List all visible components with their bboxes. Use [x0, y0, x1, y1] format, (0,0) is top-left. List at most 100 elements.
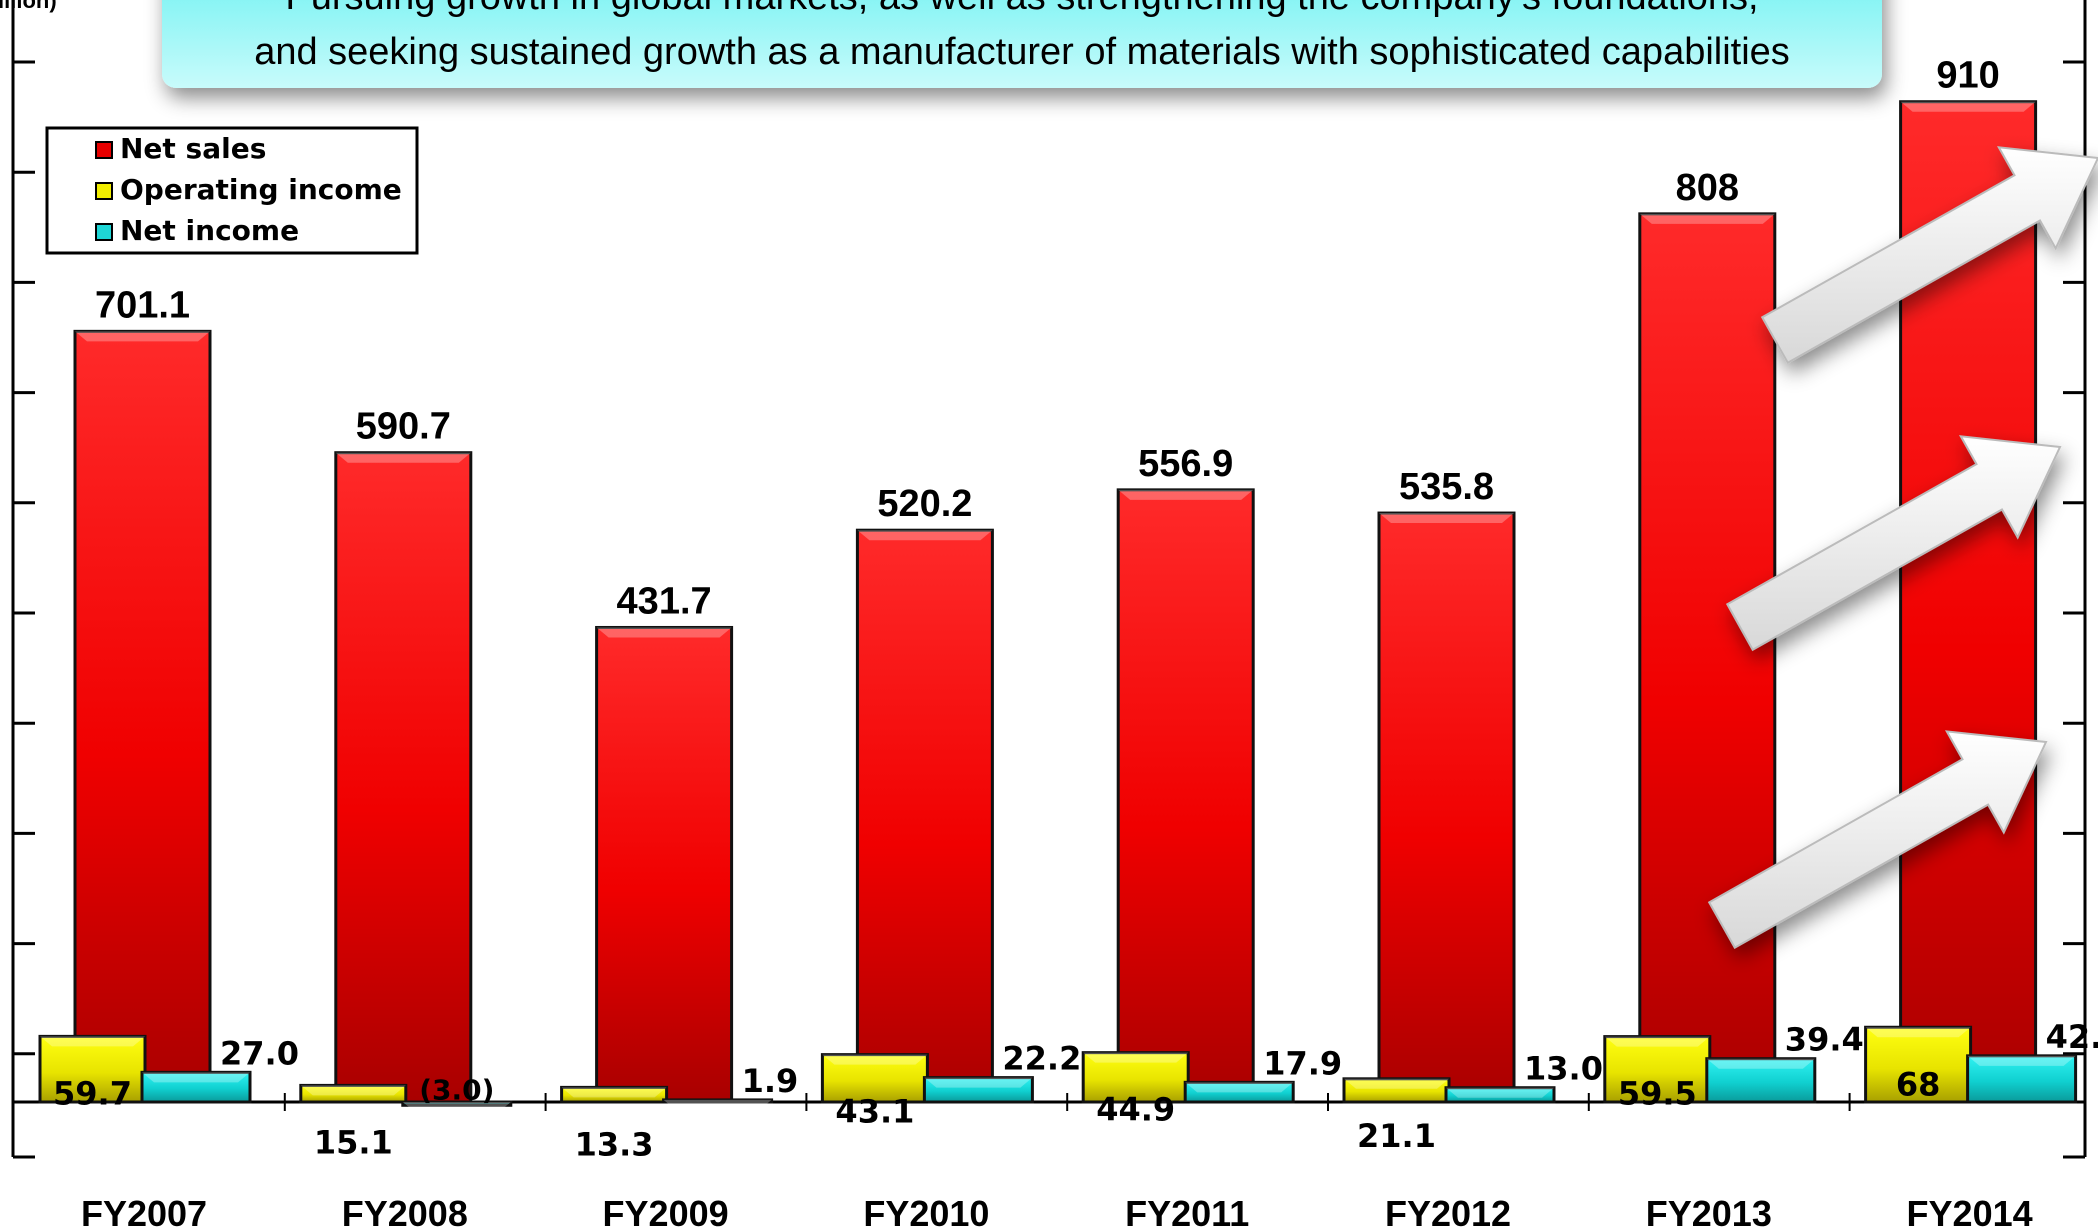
bar-operating-income-bevel — [561, 1087, 667, 1098]
label-net-income: 13.0 — [1524, 1050, 1603, 1088]
bar-net-income-body — [1183, 1080, 1295, 1104]
bar-net-income-body — [1966, 1054, 2078, 1104]
label-net-sales: 910 — [1936, 55, 1999, 97]
bar-net-income — [401, 1100, 513, 1112]
legend-label: Net sales — [120, 132, 266, 165]
bar-operating-income — [1081, 1051, 1190, 1104]
bar-net-income-bevel — [1185, 1082, 1294, 1093]
arrow-up-icon — [1725, 435, 2062, 652]
bar-net-income — [922, 1076, 1034, 1104]
bar-net-sales-bevel — [75, 331, 210, 342]
bar-net-income — [1183, 1080, 1295, 1104]
bar-net-sales — [595, 625, 734, 1104]
banner-line-1: Pursuing growth in global markets, as we… — [285, 0, 1758, 18]
bar-operating-income-bevel — [1083, 1052, 1189, 1063]
bar-operating-income — [38, 1034, 147, 1104]
bar-net-sales — [334, 451, 473, 1104]
bar-operating-income — [1603, 1035, 1712, 1104]
bar-operating-income-body — [560, 1085, 669, 1104]
category-label: FY2013 — [1646, 1193, 1772, 1232]
bar-net-sales-bevel — [1379, 513, 1514, 524]
label-net-sales: 520.2 — [877, 483, 972, 525]
label-net-sales: 590.7 — [356, 406, 451, 448]
bar-net-sales — [855, 528, 994, 1104]
bar-operating-income-body — [1081, 1051, 1190, 1104]
bar-operating-income-bevel — [1344, 1078, 1449, 1089]
label-net-income: 22.2 — [1002, 1040, 1081, 1078]
label-operating-income: 59.5 — [1618, 1075, 1697, 1113]
category-label: FY2008 — [342, 1193, 468, 1232]
label-operating-income: 59.7 — [53, 1074, 132, 1112]
label-net-sales: 556.9 — [1138, 443, 1233, 485]
bar-operating-income-bevel — [822, 1054, 928, 1065]
bar-net-income — [1705, 1057, 1817, 1104]
bar-net-income — [140, 1070, 252, 1104]
bar-operating-income-body — [820, 1053, 929, 1104]
label-net-income: 1.9 — [742, 1062, 799, 1100]
bar-net-sales-bevel — [857, 530, 993, 541]
bar-net-sales-bevel — [596, 627, 732, 638]
banner: Pursuing growth in global markets, as we… — [162, 0, 1882, 88]
legend-label: Operating income — [120, 173, 402, 206]
bar-net-sales-body — [334, 451, 473, 1104]
bar-net-income-body — [401, 1100, 513, 1107]
label-net-sales: 431.7 — [617, 580, 712, 622]
bar-operating-income — [1864, 1025, 1973, 1104]
banner-box — [162, 0, 1882, 88]
label-net-sales: 808 — [1676, 167, 1739, 209]
label-net-sales: 701.1 — [95, 284, 190, 326]
label-operating-income: 43.1 — [835, 1093, 914, 1131]
bar-net-sales — [1377, 511, 1516, 1104]
label-net-income: 39.4 — [1785, 1021, 1864, 1059]
label-net-sales: 535.8 — [1399, 466, 1494, 508]
bar-net-income-body — [922, 1076, 1034, 1104]
label-operating-income: 44.9 — [1096, 1091, 1175, 1129]
bar-net-sales-body — [1116, 488, 1255, 1104]
label-operating-income: 13.3 — [575, 1125, 654, 1163]
label-net-income: (3.0) — [419, 1073, 494, 1106]
bar-net-income-bevel — [1967, 1055, 2076, 1066]
bar-net-sales-bevel — [1900, 101, 2036, 112]
bar-net-income-bevel — [663, 1099, 772, 1110]
label-operating-income: 15.1 — [314, 1123, 393, 1161]
legend: Net sales Operating income Net income — [45, 126, 419, 255]
bar-operating-income-body — [1603, 1035, 1712, 1104]
bar-net-sales — [73, 329, 212, 1104]
arrow-up-icon — [1707, 730, 2048, 949]
category-label: FY2010 — [863, 1193, 989, 1232]
legend-swatch — [95, 141, 113, 159]
bar-net-income — [662, 1098, 774, 1110]
label-net-income: 42.0 — [2046, 1018, 2098, 1056]
label-net-income: 17.9 — [1263, 1044, 1342, 1082]
arrow-up-icon — [1760, 146, 2098, 365]
bar-operating-income — [560, 1085, 669, 1104]
bar-net-sales — [1116, 488, 1255, 1104]
category-label: FY2011 — [1125, 1193, 1249, 1232]
bar-net-income-body — [1705, 1057, 1817, 1104]
bar-operating-income-body — [1864, 1025, 1973, 1104]
bar-net-income-bevel — [402, 1102, 511, 1112]
bar-operating-income-body — [299, 1083, 408, 1104]
bar-net-sales-body — [855, 528, 994, 1104]
bar-net-income-bevel — [1446, 1087, 1554, 1098]
bar-net-sales-bevel — [1118, 489, 1254, 500]
bar-operating-income — [820, 1053, 929, 1104]
bar-net-income-bevel — [924, 1077, 1033, 1088]
label-net-income: 27.0 — [220, 1034, 299, 1072]
bar-net-income — [1444, 1086, 1556, 1104]
bar-operating-income-body — [38, 1034, 147, 1104]
bar-net-sales-body — [1638, 212, 1777, 1104]
bar-net-income-bevel — [142, 1072, 250, 1083]
unit-label: illion) — [0, 0, 57, 13]
bar-net-sales — [1638, 212, 1777, 1104]
legend-label: Net income — [120, 214, 299, 247]
bar-operating-income-bevel — [300, 1085, 406, 1096]
bar-net-income-body — [1444, 1086, 1556, 1104]
bar-net-income — [1966, 1054, 2078, 1104]
bar-net-sales-bevel — [1639, 213, 1775, 224]
banner-line-2: and seeking sustained growth as a manufa… — [254, 31, 1790, 73]
bar-net-income-body — [662, 1098, 774, 1104]
bar-operating-income — [299, 1083, 408, 1104]
bar-net-sales-body — [595, 625, 734, 1104]
